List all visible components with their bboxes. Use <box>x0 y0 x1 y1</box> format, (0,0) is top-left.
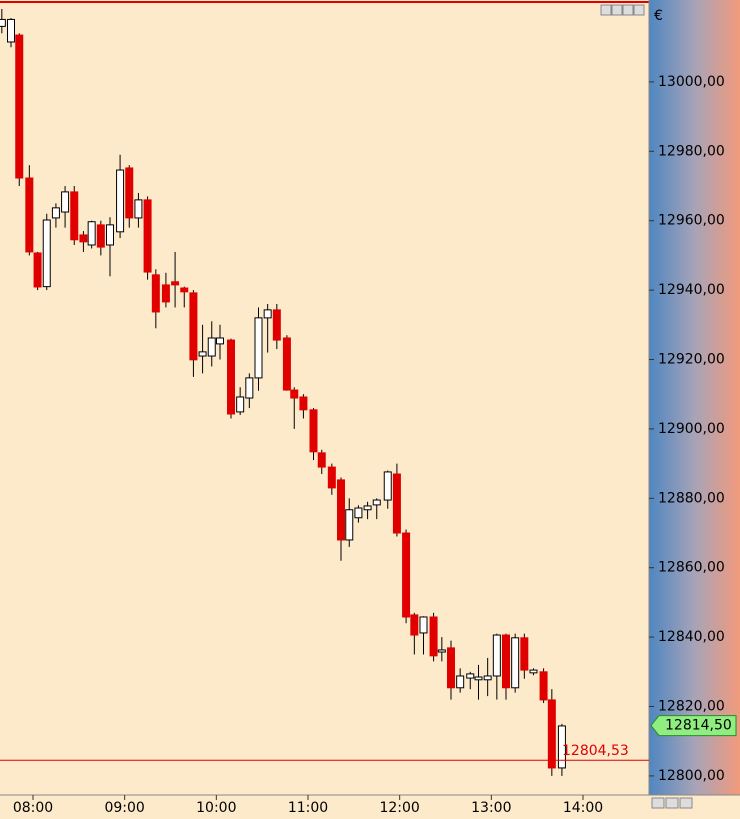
candle-body <box>511 637 520 689</box>
last-price-label: 12814,50 <box>665 718 732 734</box>
candle-body <box>236 396 245 413</box>
x-tick-label: 08:00 <box>13 800 53 816</box>
candle-body <box>263 309 272 319</box>
candle-body <box>456 675 465 689</box>
candle-body <box>134 199 143 219</box>
y-tick-label: 12980,00 <box>658 143 725 159</box>
candle-body <box>492 634 501 677</box>
candle-body <box>447 647 455 689</box>
y-tick-label: 13000,00 <box>658 74 725 90</box>
candle-body <box>354 507 363 519</box>
plot-area <box>0 0 649 795</box>
candle-body <box>282 337 291 391</box>
candle-body <box>557 725 566 769</box>
candle-body <box>161 284 170 303</box>
y-tick-label: 12920,00 <box>658 352 725 368</box>
candle-body <box>392 473 401 534</box>
candle-body <box>207 337 216 357</box>
x-tick-label: 11:00 <box>288 800 328 816</box>
candle-body <box>116 169 125 233</box>
candle-body <box>245 377 254 399</box>
candle-body <box>547 699 556 769</box>
close-button[interactable] <box>633 4 645 16</box>
maximize-button[interactable] <box>622 4 634 16</box>
candle-body <box>327 466 336 489</box>
candle-body <box>216 337 224 345</box>
candle-body <box>383 471 392 501</box>
candle-body <box>483 675 492 681</box>
candle-body <box>299 396 308 411</box>
candle-body <box>290 389 299 399</box>
candle-body <box>520 637 529 671</box>
candle-body <box>309 409 318 453</box>
y-tick-label: 12860,00 <box>658 560 725 576</box>
x-tick-label: 10:00 <box>196 800 236 816</box>
candle-body <box>33 252 42 288</box>
y-tick-label: 12880,00 <box>658 490 725 506</box>
candle-body <box>317 452 326 468</box>
candle-body <box>437 649 446 653</box>
candle-body <box>151 274 160 313</box>
x-tick-label: 09:00 <box>104 800 144 816</box>
candle-body <box>466 673 475 679</box>
toolbar[interactable] <box>600 4 645 16</box>
candle-body <box>171 281 180 286</box>
candle-body <box>79 234 88 243</box>
x-tick-label: 12:00 <box>379 800 419 816</box>
y-tick-label: 12820,00 <box>658 699 725 715</box>
candle-body <box>189 292 198 361</box>
candle-body <box>363 505 372 511</box>
candle-body <box>7 18 15 43</box>
candle-body <box>345 509 354 541</box>
candle-body <box>337 479 345 541</box>
candle-body <box>429 616 438 657</box>
candle-body <box>0 18 6 27</box>
candle-body <box>254 317 263 379</box>
zoom-button[interactable] <box>665 797 679 809</box>
y-tick-label: 12900,00 <box>658 421 725 437</box>
time-axis <box>0 795 740 819</box>
candle-body <box>42 219 51 288</box>
candle-body <box>15 34 24 179</box>
y-tick-label: 12960,00 <box>658 213 725 229</box>
candle-body <box>402 532 411 618</box>
candle-body <box>70 191 79 241</box>
candle-body <box>502 634 510 689</box>
candle-body <box>96 224 105 248</box>
level-label: 12804,53 <box>562 743 629 759</box>
candle-body <box>410 614 419 636</box>
candle-body <box>529 669 538 674</box>
candle-body <box>106 224 114 246</box>
candle-body <box>272 309 281 341</box>
candle-body <box>125 167 134 219</box>
currency-label: € <box>654 8 663 24</box>
candle-body <box>61 191 70 213</box>
y-tick-label: 12800,00 <box>658 768 725 784</box>
candle-body <box>474 676 483 681</box>
zoom-controls[interactable] <box>651 797 693 809</box>
candle-body <box>143 199 152 273</box>
price-axis <box>649 0 740 795</box>
scroll-right-button[interactable] <box>611 4 623 16</box>
candle-body <box>180 287 189 293</box>
y-tick-label: 12840,00 <box>658 629 725 645</box>
zoom-button[interactable] <box>679 797 693 809</box>
candle-body <box>419 616 428 634</box>
candle-body <box>372 499 381 506</box>
y-tick-label: 12940,00 <box>658 282 725 298</box>
candle-body <box>87 221 96 246</box>
candle-body <box>51 207 60 219</box>
candle-body <box>198 351 207 357</box>
x-tick-label: 14:00 <box>563 800 603 816</box>
candle-body <box>25 177 34 253</box>
candle-body <box>539 671 548 701</box>
scroll-left-button[interactable] <box>600 4 612 16</box>
zoom-button[interactable] <box>651 797 665 809</box>
last-price-box <box>650 715 737 737</box>
candle-body <box>227 339 235 415</box>
x-tick-label: 13:00 <box>471 800 511 816</box>
